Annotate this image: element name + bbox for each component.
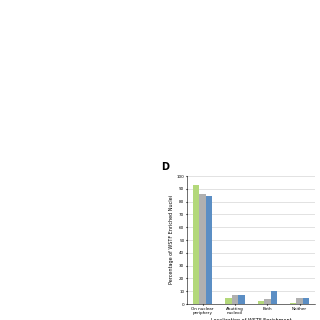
Bar (258, 301, 264, 304)
Bar (296, 298, 303, 304)
Bar (225, 298, 232, 304)
Bar (199, 194, 206, 304)
Y-axis label: Percentage of WSTF Enriched Nuclei: Percentage of WSTF Enriched Nuclei (169, 196, 174, 284)
Bar (264, 299, 271, 304)
Bar (290, 303, 296, 304)
Bar (238, 295, 245, 304)
Bar (271, 291, 277, 304)
Bar (303, 298, 309, 304)
Text: D: D (162, 162, 170, 172)
X-axis label: Localization of WSTF Enrichment: Localization of WSTF Enrichment (211, 318, 292, 320)
Bar (206, 196, 212, 304)
Bar (232, 295, 238, 304)
Bar (193, 185, 199, 304)
